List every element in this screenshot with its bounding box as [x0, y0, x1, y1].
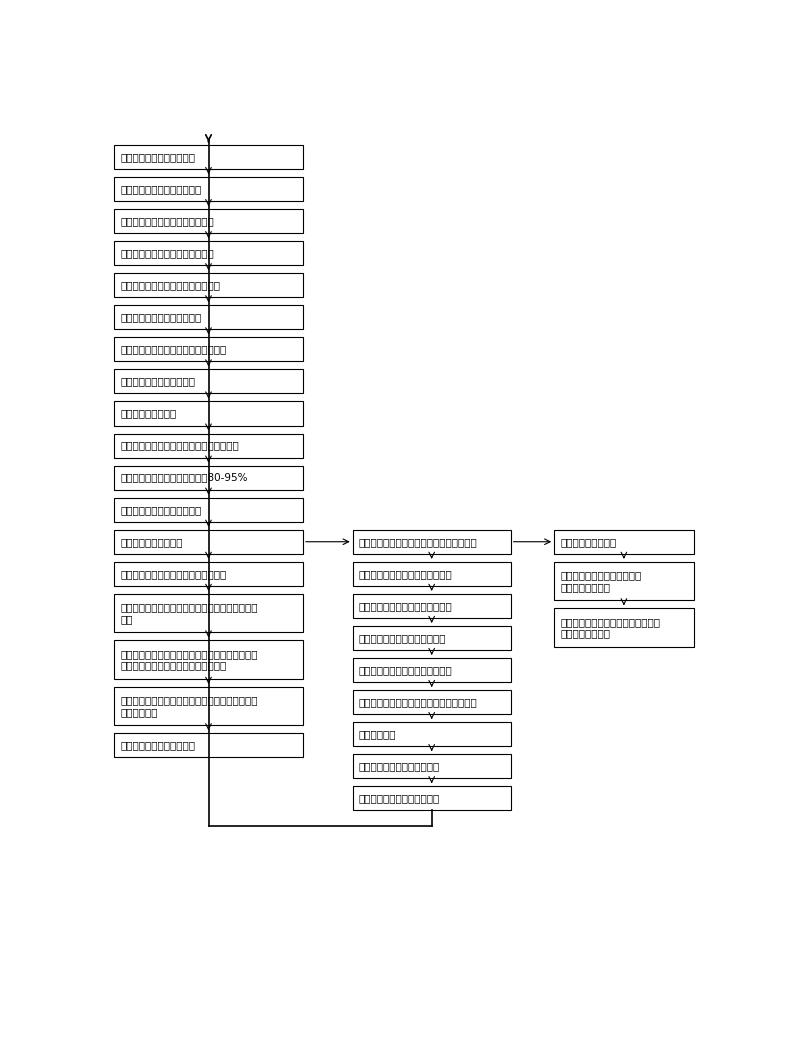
Text: 氮气从氮气发生器出来经过控
制器注入螺杆前端: 氮气从氮气发生器出来经过控 制器注入螺杆前端	[560, 570, 642, 592]
Bar	[114, 562, 303, 586]
Bar	[353, 562, 510, 586]
Bar	[114, 530, 303, 554]
Bar	[114, 337, 303, 361]
Text: 注塑机螺杆向前推动: 注塑机螺杆向前推动	[120, 408, 176, 418]
Bar	[114, 498, 303, 522]
Text: 信号从气体控制器传输给控制终端: 信号从气体控制器传输给控制终端	[359, 568, 453, 579]
Text: 注塑模具内成型品逐渐饱满: 注塑模具内成型品逐渐饱满	[120, 740, 195, 751]
Bar	[353, 530, 510, 554]
Text: 多功能模温机停止给注塑模具保温: 多功能模温机停止给注塑模具保温	[359, 665, 453, 675]
Text: 注塑模具里面的成型品内树脂分子不断往阻力小的
各个角落折片: 注塑模具里面的成型品内树脂分子不断往阻力小的 各个角落折片	[120, 695, 258, 717]
Text: 注塑模具里面的成型品内树脂分子之间的间隙不断
加大: 注塑模具里面的成型品内树脂分子之间的间隙不断 加大	[120, 603, 258, 624]
Bar	[114, 593, 303, 632]
Bar	[554, 608, 694, 646]
Bar	[554, 562, 694, 601]
Text: 注塑模具开启: 注塑模具开启	[359, 729, 396, 739]
Bar	[114, 305, 303, 329]
Text: 注塑模具的温度达到低温设定值: 注塑模具的温度达到低温设定值	[359, 633, 446, 643]
Text: 注塑机关开模系统开始关模: 注塑机关开模系统开始关模	[120, 152, 195, 162]
Text: 注塑机螺杆开始计量为下一个周期准备储料: 注塑机螺杆开始计量为下一个周期准备储料	[359, 537, 478, 547]
Text: 注塑模具内填充至产品总重量的80-95%: 注塑模具内填充至产品总重量的80-95%	[120, 473, 248, 483]
Bar	[353, 593, 510, 618]
Bar	[114, 177, 303, 201]
Text: 信号从多功能模温机传输给注塑机开模系统: 信号从多功能模温机传输给注塑机开模系统	[359, 697, 478, 707]
Text: 注塑模具内里面的成型品孔位后面的金属条状痕迹
随着树脂分子间隙加大面分散逐渐消失: 注塑模具内里面的成型品孔位后面的金属条状痕迹 随着树脂分子间隙加大面分散逐渐消失	[120, 649, 258, 670]
Bar	[114, 273, 303, 298]
Text: 控制终端将信号反馈给气体注入控制器: 控制终端将信号反馈给气体注入控制器	[120, 345, 226, 354]
Text: 信号从注塑机发出给控制终端: 信号从注塑机发出给控制终端	[120, 184, 202, 194]
Text: 含有氮气分子的熔融状态树脂进入注塑模具: 含有氮气分子的熔融状态树脂进入注塑模具	[120, 440, 239, 451]
Text: 螺杆在转动中氮气分子均匀的分布在
熔融状态的树脂中: 螺杆在转动中氮气分子均匀的分布在 熔融状态的树脂中	[560, 616, 660, 638]
Text: 多功能模温机反馈给控制终端: 多功能模温机反馈给控制终端	[120, 312, 202, 323]
Bar	[114, 402, 303, 426]
Text: 信号从注塑模具传输给多功能模温机: 信号从注塑模具传输给多功能模温机	[120, 280, 220, 290]
Bar	[353, 786, 510, 810]
Bar	[114, 465, 303, 489]
Bar	[353, 658, 510, 682]
Text: 注塑模具温度达到设定值的高温值: 注塑模具温度达到设定值的高温值	[120, 248, 214, 258]
Bar	[114, 209, 303, 233]
Bar	[114, 687, 303, 726]
Bar	[114, 640, 303, 679]
Bar	[114, 370, 303, 393]
Text: 多功能模温机开始给注塑模具升温: 多功能模温机开始给注塑模具升温	[120, 217, 214, 226]
Text: 注塑模具关闭下一个周期开始: 注塑模具关闭下一个周期开始	[359, 793, 440, 804]
Bar	[353, 690, 510, 714]
Text: 注塑机对喷气体止逆阀打开: 注塑机对喷气体止逆阀打开	[120, 377, 195, 386]
Bar	[114, 433, 303, 458]
Text: 螺杆气体止逆阀打开: 螺杆气体止逆阀打开	[560, 537, 617, 547]
Text: 注塑机螺杆停止向前继续推进: 注塑机螺杆停止向前继续推进	[120, 505, 202, 514]
Text: 氮气分子在熔融状态的树脂分子中膨胀: 氮气分子在熔融状态的树脂分子中膨胀	[120, 568, 226, 579]
Bar	[554, 530, 694, 554]
Bar	[353, 626, 510, 650]
Bar	[114, 145, 303, 169]
Bar	[114, 242, 303, 265]
Bar	[114, 733, 303, 758]
Text: 注塑模具内的塑胶成型品取出: 注塑模具内的塑胶成型品取出	[359, 761, 440, 771]
Bar	[353, 754, 510, 779]
Text: 注塑机对喷止逆阀关闭: 注塑机对喷止逆阀关闭	[120, 537, 182, 547]
Text: 多功能模温机开始给注塑模具降温: 多功能模温机开始给注塑模具降温	[359, 601, 453, 611]
Bar	[353, 722, 510, 746]
